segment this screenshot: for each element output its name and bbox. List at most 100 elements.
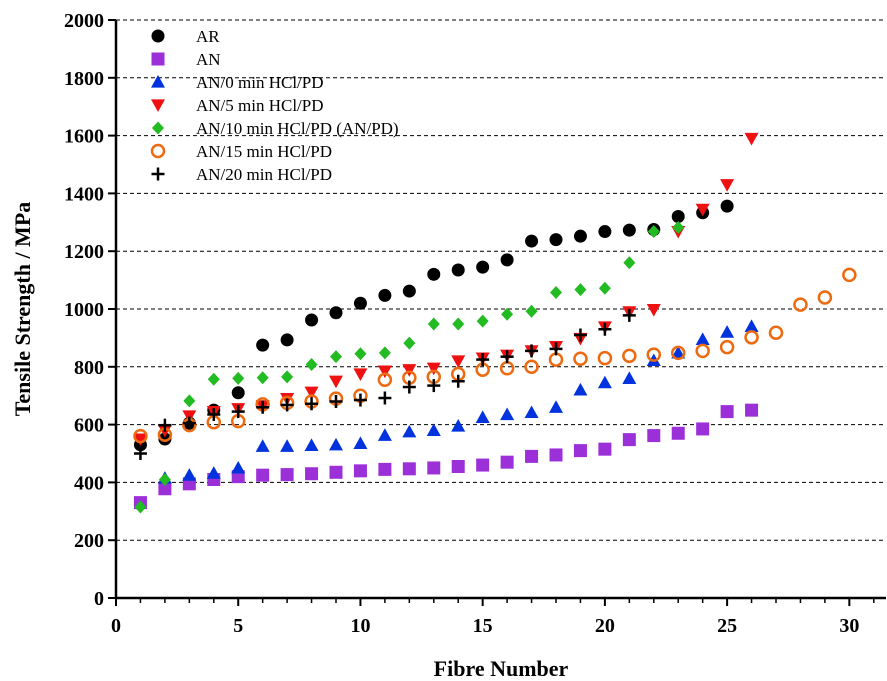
y-tick-label: 1000 xyxy=(64,299,104,321)
data-point xyxy=(550,286,562,300)
data-point xyxy=(598,322,612,336)
data-point xyxy=(377,428,392,441)
data-point xyxy=(646,347,662,362)
data-point xyxy=(499,360,515,376)
data-point xyxy=(549,342,563,356)
y-tick-label: 600 xyxy=(74,415,104,437)
data-point xyxy=(206,466,221,479)
data-point xyxy=(720,405,734,419)
legend-marker xyxy=(151,167,165,181)
data-point xyxy=(573,229,587,243)
data-point xyxy=(524,359,539,375)
data-point xyxy=(597,375,612,389)
data-point xyxy=(377,365,392,379)
legend-marker xyxy=(151,29,165,43)
data-point xyxy=(720,179,735,192)
x-tick-label: 10 xyxy=(350,615,370,637)
data-point xyxy=(670,345,686,361)
x-tick-label: 15 xyxy=(473,615,493,637)
data-point xyxy=(671,210,685,224)
legend-label: AN/20 min HCl/PD xyxy=(196,165,332,184)
data-point xyxy=(720,325,735,338)
data-point xyxy=(476,260,490,274)
data-point xyxy=(182,416,196,430)
data-point xyxy=(622,348,637,364)
data-point xyxy=(402,424,417,438)
data-point xyxy=(231,386,245,400)
data-point xyxy=(134,500,147,514)
data-point xyxy=(207,407,221,421)
data-point xyxy=(280,398,294,412)
data-point xyxy=(329,437,343,451)
data-point xyxy=(182,410,197,423)
data-point xyxy=(305,467,319,481)
y-tick-label: 200 xyxy=(74,530,104,552)
data-point xyxy=(598,281,611,295)
y-tick-label: 800 xyxy=(74,357,104,379)
data-point xyxy=(524,405,539,419)
data-point xyxy=(597,350,613,366)
y-axis-title: Tensile Strength / MPa xyxy=(10,202,35,417)
data-point xyxy=(280,439,295,452)
data-point xyxy=(207,372,220,386)
data-point xyxy=(402,284,416,298)
data-point xyxy=(646,303,661,317)
y-tick-label: 1400 xyxy=(64,183,104,205)
data-point xyxy=(573,444,587,458)
data-points xyxy=(133,132,857,514)
data-point xyxy=(476,458,490,472)
data-point xyxy=(403,336,416,350)
data-point xyxy=(402,462,416,476)
data-point xyxy=(476,314,489,328)
data-point xyxy=(231,405,245,419)
data-point xyxy=(329,394,343,408)
y-tick-label: 2000 xyxy=(64,10,104,32)
data-point xyxy=(426,423,441,436)
y-tick-label: 0 xyxy=(94,588,104,610)
data-point xyxy=(549,448,563,462)
data-point xyxy=(451,374,465,388)
data-point xyxy=(305,397,319,411)
data-point xyxy=(182,468,197,481)
data-point xyxy=(476,353,490,367)
series-4 xyxy=(134,221,685,514)
data-point xyxy=(695,343,710,359)
y-tick-label: 1800 xyxy=(64,68,104,90)
data-point xyxy=(842,267,857,283)
data-point xyxy=(158,482,172,496)
data-point xyxy=(451,263,465,277)
data-point xyxy=(329,465,343,479)
legend-label: AN xyxy=(196,50,221,69)
data-point xyxy=(280,468,294,482)
data-point xyxy=(525,304,538,318)
data-point xyxy=(696,422,710,436)
x-tick-label: 0 xyxy=(111,615,121,637)
data-point xyxy=(720,199,734,213)
legend-marker xyxy=(151,52,165,66)
data-point xyxy=(500,253,514,267)
data-point xyxy=(574,283,587,297)
data-point xyxy=(817,290,833,305)
legend-marker xyxy=(152,121,164,135)
data-point xyxy=(377,372,393,388)
data-point xyxy=(158,473,171,487)
data-point xyxy=(549,400,563,413)
data-point xyxy=(622,433,636,447)
data-point xyxy=(304,386,319,400)
data-point xyxy=(427,379,441,393)
data-point xyxy=(525,344,539,358)
data-point xyxy=(353,393,367,407)
data-point xyxy=(501,307,514,321)
data-point xyxy=(622,308,636,322)
data-point xyxy=(158,432,172,446)
data-point xyxy=(744,330,759,345)
axes: 0 200 400 600 800 1000 1200 1400 1600 1800 2000 0 5 1… xyxy=(64,10,886,637)
legend: AR AN AN/0 min HCl/PD AN/5 min HCl/PD AN/10 … xyxy=(150,27,399,184)
y-tick-label: 1600 xyxy=(64,126,104,148)
x-axis-title: Fibre Number xyxy=(434,656,569,681)
x-tick-label: 30 xyxy=(839,615,859,637)
data-point xyxy=(329,306,343,320)
data-point xyxy=(426,362,441,376)
series-2 xyxy=(157,319,759,484)
data-point xyxy=(304,438,319,452)
